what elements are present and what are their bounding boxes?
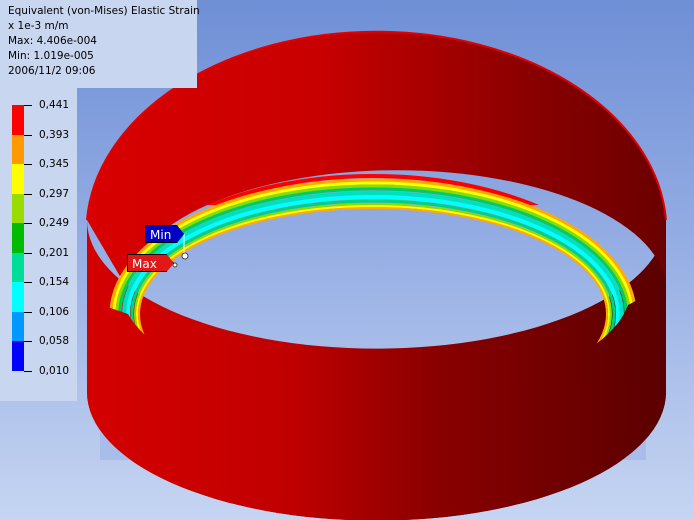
result-info-panel: Equivalent (von-Mises) Elastic Strain x … — [0, 0, 200, 88]
max-probe-tag[interactable]: Max — [127, 254, 174, 272]
legend-label: 0,154 — [39, 276, 70, 288]
legend-tick — [24, 223, 32, 224]
legend-tick — [24, 105, 32, 106]
color-legend: 0,441 0,393 0,345 0,297 0,249 0,201 0,154 0,106… — [0, 88, 77, 401]
legend-tick — [24, 164, 32, 165]
legend-swatch-7 — [12, 311, 24, 341]
legend-label: 0,297 — [39, 187, 70, 200]
legend-swatch-1 — [12, 134, 24, 164]
legend-tick — [24, 311, 32, 313]
min-probe-point — [181, 252, 189, 260]
legend-label: 0,106 — [39, 305, 70, 318]
legend-label: 0,393 — [39, 128, 70, 141]
legend-label: 0,058 — [39, 335, 70, 347]
legend-label: 0,201 — [39, 246, 70, 259]
max-probe-point — [172, 262, 178, 268]
strain-contour-bands — [207, 174, 539, 205]
legend-tick — [24, 134, 32, 136]
legend-label: 0,441 — [39, 99, 70, 111]
result-timestamp: 2006/11/2 09:06 — [8, 65, 96, 77]
result-max: Max: 4.406e-004 — [8, 35, 97, 47]
legend-tick — [24, 252, 32, 254]
result-min: Min: 1.019e-005 — [8, 50, 94, 62]
legend-tick — [24, 282, 32, 283]
legend-tick — [24, 193, 32, 195]
legend-swatch-5 — [12, 252, 24, 282]
legend-swatch-2 — [12, 164, 24, 194]
legend-tick — [24, 341, 32, 342]
legend-swatch-4 — [12, 223, 24, 253]
result-unit: x 1e-3 m/m — [8, 20, 69, 32]
legend-swatch-6 — [12, 282, 24, 312]
legend-swatch-3 — [12, 193, 24, 223]
legend-label: 0,010 — [39, 364, 70, 377]
legend-label: 0,249 — [39, 217, 70, 229]
legend-tick — [24, 370, 32, 372]
legend-swatch-8 — [12, 341, 24, 371]
min-probe-tag[interactable]: Min — [145, 225, 184, 243]
inner-far-wall — [87, 31, 666, 290]
legend-label: 0,345 — [39, 158, 70, 170]
legend-swatch-0 — [12, 105, 24, 135]
result-title: Equivalent (von-Mises) Elastic Strain — [8, 5, 200, 17]
